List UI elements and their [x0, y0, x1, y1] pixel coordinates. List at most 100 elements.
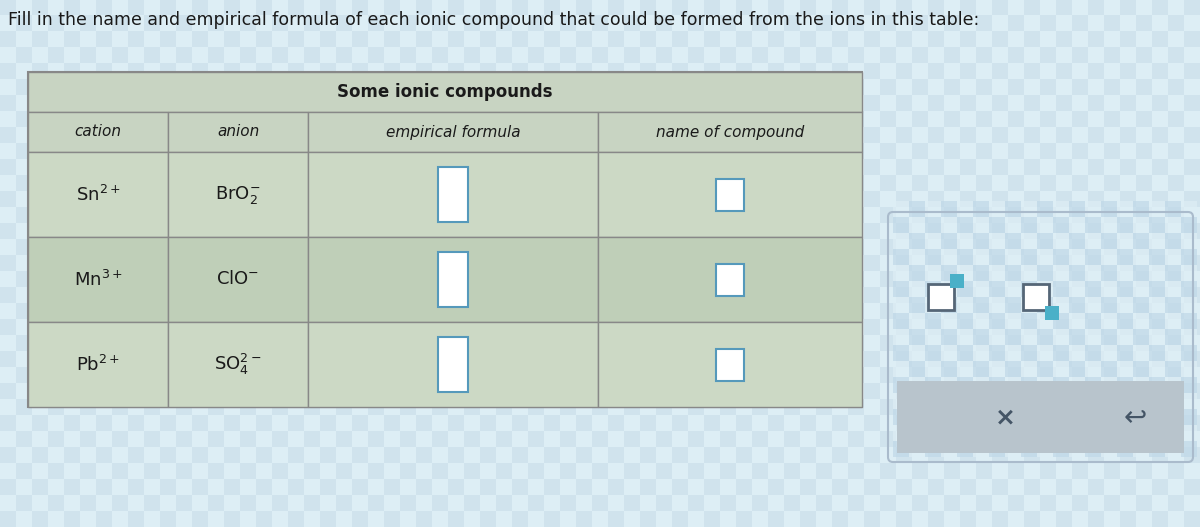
Bar [96, 143, 112, 159]
Bar [224, 15, 240, 31]
Bar [992, 15, 1008, 31]
Bar [784, 303, 800, 319]
Bar [32, 143, 48, 159]
Bar [80, 335, 96, 351]
Bar [464, 367, 480, 383]
Bar [160, 431, 176, 447]
Bar [256, 431, 272, 447]
Bar [80, 0, 96, 15]
Bar [784, 463, 800, 479]
Bar [352, 303, 368, 319]
Bar [1184, 383, 1200, 399]
Bar [368, 319, 384, 335]
Bar [960, 191, 976, 207]
Bar [560, 319, 576, 335]
Bar [864, 143, 880, 159]
Bar [880, 95, 896, 111]
Bar [1104, 47, 1120, 63]
Bar [800, 495, 816, 511]
Bar [784, 367, 800, 383]
Bar [480, 479, 496, 495]
Bar [912, 239, 928, 255]
Bar [976, 495, 992, 511]
Bar [288, 415, 304, 431]
Bar [1133, 393, 1150, 409]
Bar [288, 143, 304, 159]
Bar [304, 223, 320, 239]
Bar [1040, 415, 1056, 431]
Bar [1040, 223, 1056, 239]
Bar [544, 175, 560, 191]
Bar [320, 287, 336, 303]
Bar [1120, 303, 1136, 319]
Bar [672, 207, 688, 223]
Bar [1184, 191, 1200, 207]
Bar [1024, 207, 1040, 223]
Bar [176, 15, 192, 31]
Bar [640, 207, 656, 223]
Bar [432, 415, 448, 431]
Bar [1133, 201, 1150, 217]
Bar [192, 143, 208, 159]
Bar [1054, 297, 1069, 313]
Bar [544, 511, 560, 527]
Bar [736, 335, 752, 351]
Bar [576, 495, 592, 511]
Bar [832, 431, 848, 447]
Bar [448, 271, 464, 287]
Bar [384, 271, 400, 287]
Bar [992, 303, 1008, 319]
Bar [928, 431, 944, 447]
Bar [672, 335, 688, 351]
Bar [1056, 79, 1072, 95]
Bar [1006, 265, 1021, 281]
Bar [16, 447, 32, 463]
Bar [1104, 319, 1120, 335]
Bar [416, 479, 432, 495]
Bar [256, 159, 272, 175]
Bar [416, 175, 432, 191]
Bar [976, 511, 992, 527]
Bar [848, 15, 864, 31]
Bar [224, 127, 240, 143]
Bar [176, 335, 192, 351]
Bar [912, 207, 928, 223]
Bar [896, 383, 912, 399]
Bar [448, 207, 464, 223]
Bar [1069, 281, 1085, 297]
Bar [512, 95, 528, 111]
Bar [976, 95, 992, 111]
Bar [144, 495, 160, 511]
Bar [1040, 127, 1056, 143]
Bar [656, 431, 672, 447]
Bar [1104, 303, 1120, 319]
Bar [1072, 431, 1088, 447]
Bar [352, 511, 368, 527]
Bar [656, 255, 672, 271]
Bar [480, 15, 496, 31]
Bar [368, 415, 384, 431]
Bar [64, 335, 80, 351]
Bar [1165, 361, 1181, 377]
Bar [704, 479, 720, 495]
Bar [176, 0, 192, 15]
Bar [144, 319, 160, 335]
Bar [1037, 265, 1054, 281]
Bar [944, 463, 960, 479]
Bar [1168, 463, 1184, 479]
Bar [160, 335, 176, 351]
Bar [256, 95, 272, 111]
Bar [832, 0, 848, 15]
Bar [992, 175, 1008, 191]
Bar [1104, 415, 1120, 431]
Bar [784, 351, 800, 367]
Bar [864, 367, 880, 383]
Bar [48, 511, 64, 527]
Bar [784, 159, 800, 175]
Bar [1165, 281, 1181, 297]
Bar [160, 63, 176, 79]
Bar [1054, 329, 1069, 345]
Bar [288, 79, 304, 95]
Bar [32, 383, 48, 399]
Bar [464, 143, 480, 159]
